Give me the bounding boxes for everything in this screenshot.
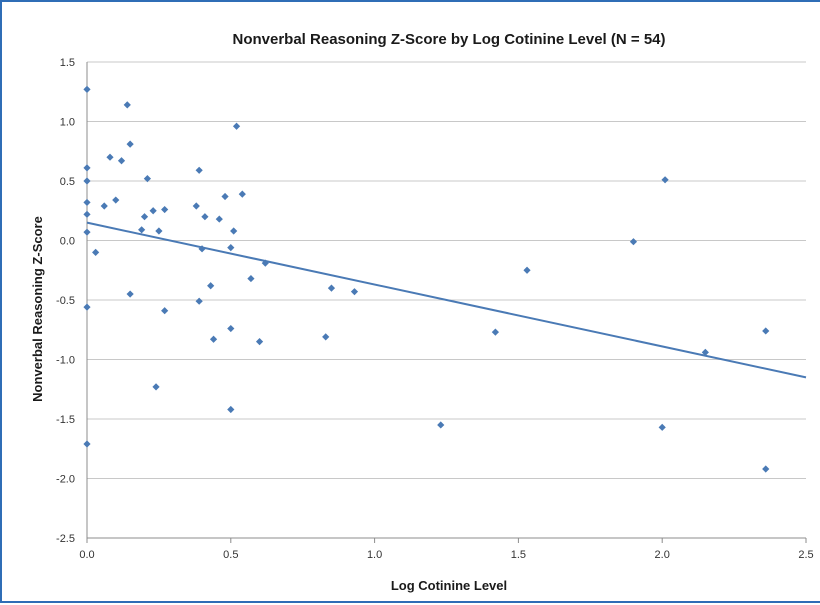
- data-point: [83, 164, 91, 172]
- data-point: [437, 421, 445, 429]
- data-point: [83, 198, 91, 207]
- data-point: [161, 307, 169, 315]
- data-point: [83, 303, 91, 311]
- x-axis-label: Log Cotinine Level: [391, 578, 507, 593]
- data-point: [201, 213, 209, 221]
- data-point: [112, 196, 120, 204]
- x-tick-label: 2.5: [798, 549, 813, 561]
- x-tick-label: 1.0: [367, 549, 382, 561]
- data-point: [195, 166, 203, 174]
- data-point: [117, 157, 126, 165]
- data-point: [658, 423, 666, 431]
- axes: [86, 62, 807, 543]
- data-points: [83, 85, 770, 473]
- data-point: [155, 227, 163, 235]
- data-point: [230, 227, 238, 235]
- data-point: [661, 176, 669, 184]
- data-point: [83, 177, 91, 185]
- data-point: [123, 101, 131, 109]
- data-point: [227, 405, 235, 414]
- y-tick-label: 1.5: [60, 57, 75, 69]
- x-tick-label: 0.5: [223, 549, 238, 561]
- data-point: [523, 266, 531, 274]
- data-point: [195, 297, 203, 305]
- data-point: [140, 213, 149, 221]
- x-tick-label: 2.0: [655, 549, 670, 561]
- data-point: [762, 327, 770, 335]
- data-point: [762, 465, 770, 473]
- y-tick-label: -1.0: [56, 355, 75, 367]
- data-point: [255, 338, 264, 346]
- y-tick-label: 1.0: [60, 117, 75, 129]
- y-axis-label: Nonverbal Reasoning Z-Score: [30, 216, 45, 402]
- y-tick-label: 0.0: [60, 236, 75, 248]
- data-point: [192, 202, 200, 210]
- data-point: [83, 440, 91, 448]
- chart-title: Nonverbal Reasoning Z-Score by Log Cotin…: [233, 31, 666, 48]
- data-point: [100, 202, 108, 210]
- y-tick-labels: 1.5 1.0 0.5 0.0 -0.5 -1.0 -1.5 -2.0 -2.5: [56, 57, 75, 545]
- data-point: [92, 248, 100, 256]
- data-point: [83, 210, 91, 218]
- trendline: [86, 221, 807, 379]
- data-point: [629, 238, 638, 246]
- data-point: [152, 383, 160, 391]
- data-point: [491, 328, 499, 336]
- data-point: [207, 282, 215, 290]
- y-tick-label: -2.0: [56, 474, 75, 486]
- data-point: [350, 288, 359, 296]
- data-point: [149, 207, 157, 215]
- data-point: [83, 228, 91, 236]
- data-point: [327, 284, 336, 292]
- data-point: [106, 153, 114, 161]
- x-tick-label: 0.0: [79, 549, 94, 561]
- data-point: [232, 122, 241, 130]
- x-tick-label: 1.5: [511, 549, 526, 561]
- y-tick-label: -2.5: [56, 533, 75, 545]
- data-point: [247, 274, 255, 283]
- data-point: [83, 85, 91, 93]
- data-point: [701, 348, 709, 356]
- data-point: [161, 205, 169, 214]
- data-point: [227, 244, 235, 252]
- data-point: [138, 226, 146, 234]
- data-point: [126, 290, 134, 298]
- data-point: [227, 324, 235, 333]
- data-point: [209, 335, 218, 343]
- data-point: [221, 192, 229, 201]
- data-point: [238, 190, 246, 198]
- data-point: [126, 140, 134, 148]
- y-tick-label: -0.5: [56, 295, 75, 307]
- data-point: [143, 175, 151, 183]
- y-tick-label: 0.5: [60, 176, 75, 188]
- x-tick-labels: 0.0 0.5 1.0 1.5 2.0 2.5: [79, 549, 813, 561]
- data-point: [215, 215, 223, 223]
- y-tick-label: -1.5: [56, 414, 75, 426]
- data-point: [322, 333, 330, 341]
